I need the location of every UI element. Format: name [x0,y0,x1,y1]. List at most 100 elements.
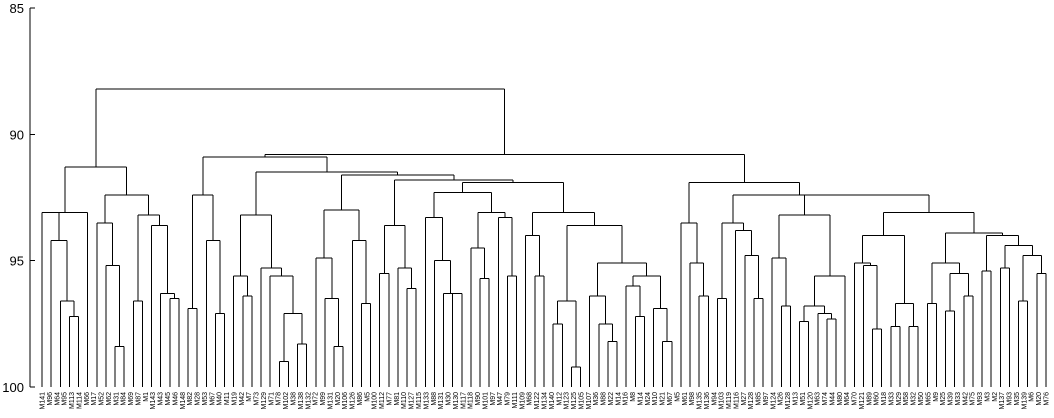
leaf-label: M65 [925,392,932,406]
leaf-label: M88 [601,392,608,406]
leaf-label: M13 [793,392,800,406]
leaf-label: M42 [239,392,246,406]
leaf-label: M103 [719,392,726,410]
leaf-label: M51 [800,392,807,406]
y-tick-label: 85 [10,1,24,16]
leaf-label: M69 [128,392,135,406]
leaf-label: M86 [357,392,364,406]
leaf-label: M47 [497,392,504,406]
leaf-label: M143 [150,392,157,410]
leaf-label: M64 [844,392,851,406]
leaf-label: M14 [637,392,644,406]
leaf-label: M18 [881,392,888,406]
leaf-label: M129 [261,392,268,410]
leaf-label: M70 [852,392,859,406]
leaf-label: M81 [394,392,401,406]
leaf-label: M24 [645,392,652,406]
leaf-label: M87 [135,392,142,406]
leaf-label: M43 [158,392,165,406]
leaf-label: M94 [711,392,718,406]
leaf-label: M101 [482,392,489,410]
leaf-label: M45 [165,392,172,406]
leaf-label: M32 [911,392,918,406]
leaf-label: M75 [970,392,977,406]
leaf-label: M106 [342,392,349,410]
leaf-label: M71 [268,392,275,406]
leaf-label: M119 [726,392,733,409]
leaf-label: M126 [350,392,357,410]
leaf-label: M99 [320,392,327,406]
leaf-label: M128 [748,392,755,410]
y-tick-label: 95 [10,254,24,269]
leaf-label: M42 [962,392,969,406]
leaf-label: M62 [106,392,113,406]
leaf-label: M98 [689,392,696,406]
leaf-label: M128 [785,392,792,410]
leaf-label: M102 [283,392,290,410]
leaf-label: M113 [69,392,76,409]
leaf-label: M67 [209,392,216,406]
y-axis-ticks: 85 90 95 100 [2,1,35,395]
leaf-label: M78 [276,392,283,406]
leaf-label: M2 [992,392,999,402]
leaf-label: M120 [807,392,814,410]
leaf-label: M35 [1014,392,1021,406]
leaf-label: M109 [519,392,526,410]
leaf-label: M138 [298,392,305,410]
leaf-label: M110 [401,392,408,409]
leaf-label: M141 [40,392,47,410]
leaf-label: M133 [423,392,430,410]
leaf-label: M5 [674,392,681,402]
leaf-label: M139 [1021,392,1028,410]
leaf-label: M9 [933,392,940,402]
leaf-label: M97 [490,392,497,406]
leaf-label: M29 [896,392,903,406]
leaf-label: M39 [948,392,955,406]
leaf-label: M3 [984,392,991,402]
leaf-label: M5 [364,392,371,402]
leaf-label: M112 [379,392,386,409]
leaf-label: M122 [534,392,541,410]
leaf-label: M1 [143,392,150,402]
leaf-label: M123 [564,392,571,410]
leaf-label: M66 [84,392,91,406]
leaf-label: M20 [1036,392,1043,406]
leaf-label: M131 [438,392,445,410]
y-tick-label: 100 [2,380,24,395]
leaf-label: M72 [313,392,320,406]
leaf-label: M46 [172,392,179,406]
leaf-label: M10 [652,392,659,406]
leaf-label: M26 [778,392,785,406]
leaf-label: M25 [940,392,947,406]
leaf-label: M36 [593,392,600,406]
leaf-label: M33 [955,392,962,406]
leaf-label: M137 [999,392,1006,410]
leaf-label: M64 [54,392,61,406]
leaf-label: M93 [1007,392,1014,406]
leaf-label: M40 [217,392,224,406]
leaf-label: M135 [697,392,704,410]
leaf-label: M27 [741,392,748,406]
leaf-label: M50 [918,392,925,406]
leaf-label: M17 [91,392,98,406]
leaf-label: M96 [47,392,54,406]
leaf-label: M6 [1029,392,1036,402]
leaf-label: M93 [977,392,984,406]
leaf-label: M116 [733,392,740,409]
leaf-label: M76 [1044,392,1051,406]
leaf-label: M114 [76,392,83,409]
leaf-label: M118 [468,392,475,409]
leaf-label: M131 [327,392,334,410]
leaf-label: M33 [888,392,895,406]
leaf-label: M12 [556,392,563,406]
leaf-label: M61 [682,392,689,406]
leaf-label: M11 [224,392,231,405]
leaf-label: M14 [615,392,622,406]
leaf-label: M58 [903,392,910,406]
leaf-label: M22 [608,392,615,406]
leaf-label: M30 [446,392,453,406]
leaf-label: M148 [180,392,187,410]
leaf-label: M79 [505,392,512,406]
leaf-label: M8 [630,392,637,402]
